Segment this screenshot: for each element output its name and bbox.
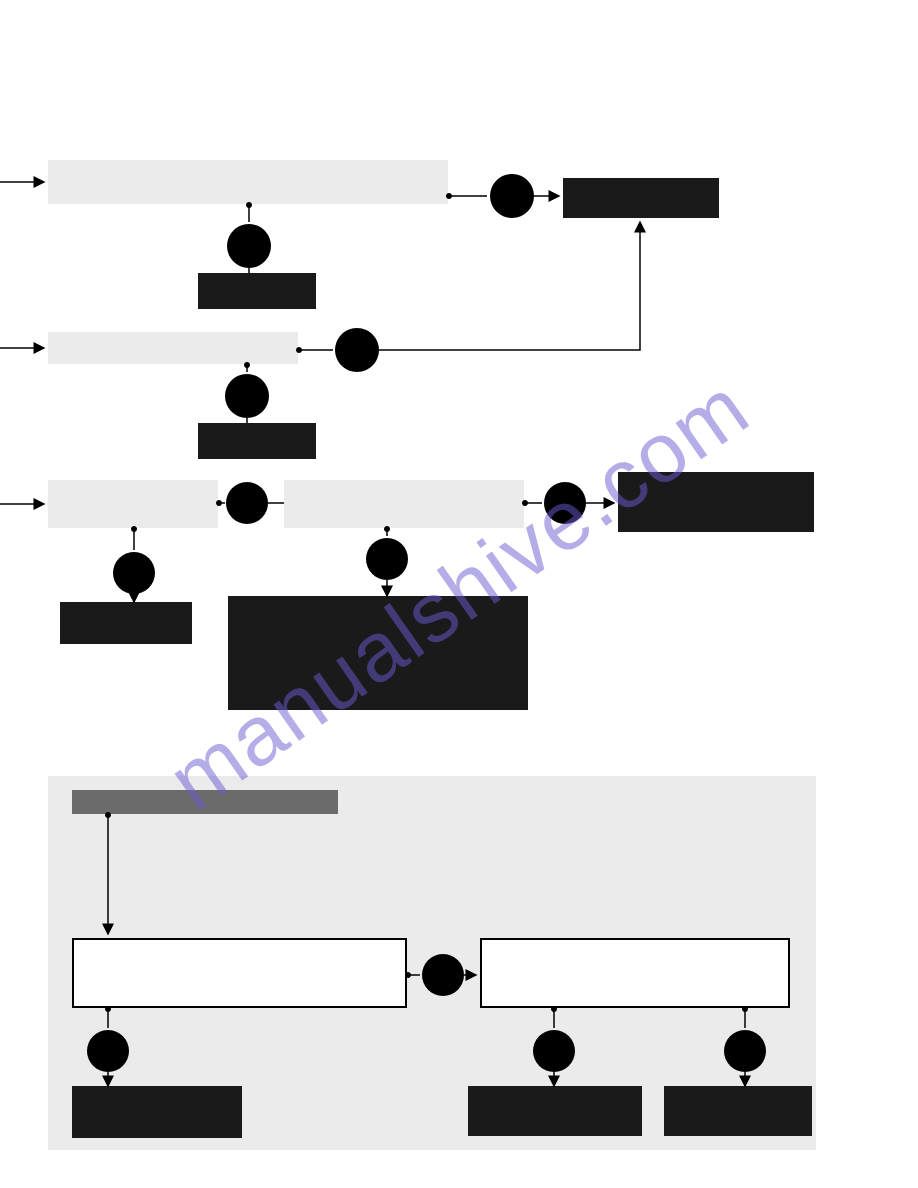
flow-box-dark-1 (563, 178, 719, 218)
flow-box-light-1 (48, 160, 448, 204)
flow-node-circle-11 (533, 1030, 575, 1072)
flow-box-white-1 (72, 938, 407, 1008)
flow-node-circle-4 (225, 374, 269, 418)
flow-box-dark-2 (198, 273, 316, 309)
flow-box-light-4 (284, 480, 524, 528)
flow-box-dark-5 (60, 602, 192, 644)
flow-box-dark-6 (228, 596, 528, 710)
flow-box-light-2 (48, 332, 298, 364)
flow-node-circle-6 (544, 482, 586, 524)
flow-node-circle-1 (490, 174, 534, 218)
flow-box-dark-7 (72, 1086, 242, 1138)
flow-node-circle-5 (226, 482, 268, 524)
flow-node-circle-10 (87, 1030, 129, 1072)
flow-node-circle-9 (422, 954, 464, 996)
flow-box-dark-3 (198, 423, 316, 459)
flow-box-gray-1 (72, 790, 338, 814)
flow-box-white-2 (480, 938, 790, 1008)
flow-node-circle-12 (724, 1030, 766, 1072)
flow-node-circle-2 (227, 224, 271, 268)
flow-box-dark-8 (468, 1086, 642, 1136)
flow-box-dark-4 (618, 472, 814, 532)
flow-node-circle-8 (366, 538, 408, 580)
flow-node-circle-7 (113, 552, 155, 594)
flow-box-dark-9 (664, 1086, 812, 1136)
flow-box-light-3 (48, 480, 218, 528)
flow-node-circle-3 (335, 328, 379, 372)
